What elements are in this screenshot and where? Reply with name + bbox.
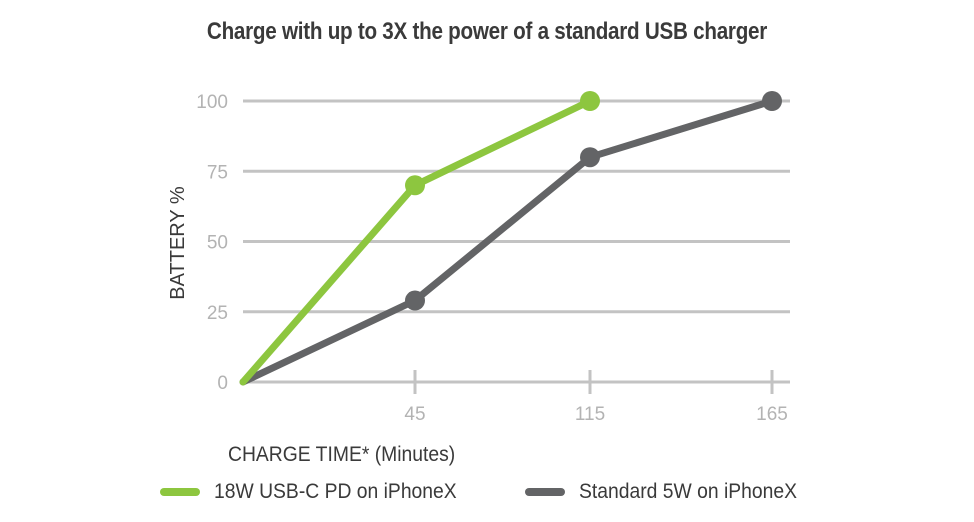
legend-swatch-5w [525, 488, 565, 496]
legend-label-5w: Standard 5W on iPhoneX [579, 480, 798, 503]
y-tick-label: 75 [207, 162, 228, 183]
series-0-point [405, 175, 425, 196]
series-0-point [580, 91, 600, 111]
legend-item-18w: 18W USB-C PD on iPhoneX [160, 480, 478, 504]
x-tick-label: 115 [575, 404, 605, 425]
x-tick-label: 45 [404, 404, 425, 425]
legend-label-18w: 18W USB-C PD on iPhoneX [214, 480, 457, 503]
chart-title: Charge with up to 3X the power of a stan… [206, 18, 768, 45]
series-1-point [580, 147, 600, 168]
series-1-point [762, 91, 782, 111]
y-axis-ticks: 0 25 50 75 100 [196, 92, 228, 394]
gridlines [243, 99, 790, 384]
legend-swatch-18w [160, 488, 200, 496]
series-1-point [405, 290, 425, 311]
y-tick-label: 0 [217, 373, 228, 394]
series-lines [239, 91, 782, 386]
y-tick-label: 25 [207, 303, 228, 324]
x-axis: 45 115 165 [404, 370, 788, 425]
y-tick-label: 100 [196, 92, 228, 113]
legend-item-5w: Standard 5W on iPhoneX [525, 480, 816, 504]
y-axis-label: BATTERY % [167, 186, 189, 300]
series-line-1 [239, 97, 776, 386]
x-axis-label: CHARGE TIME* (Minutes) [228, 443, 456, 466]
y-tick-label: 50 [207, 233, 228, 254]
legend: 18W USB-C PD on iPhoneX Standard 5W on i… [160, 480, 940, 512]
x-tick-label: 165 [756, 404, 788, 425]
